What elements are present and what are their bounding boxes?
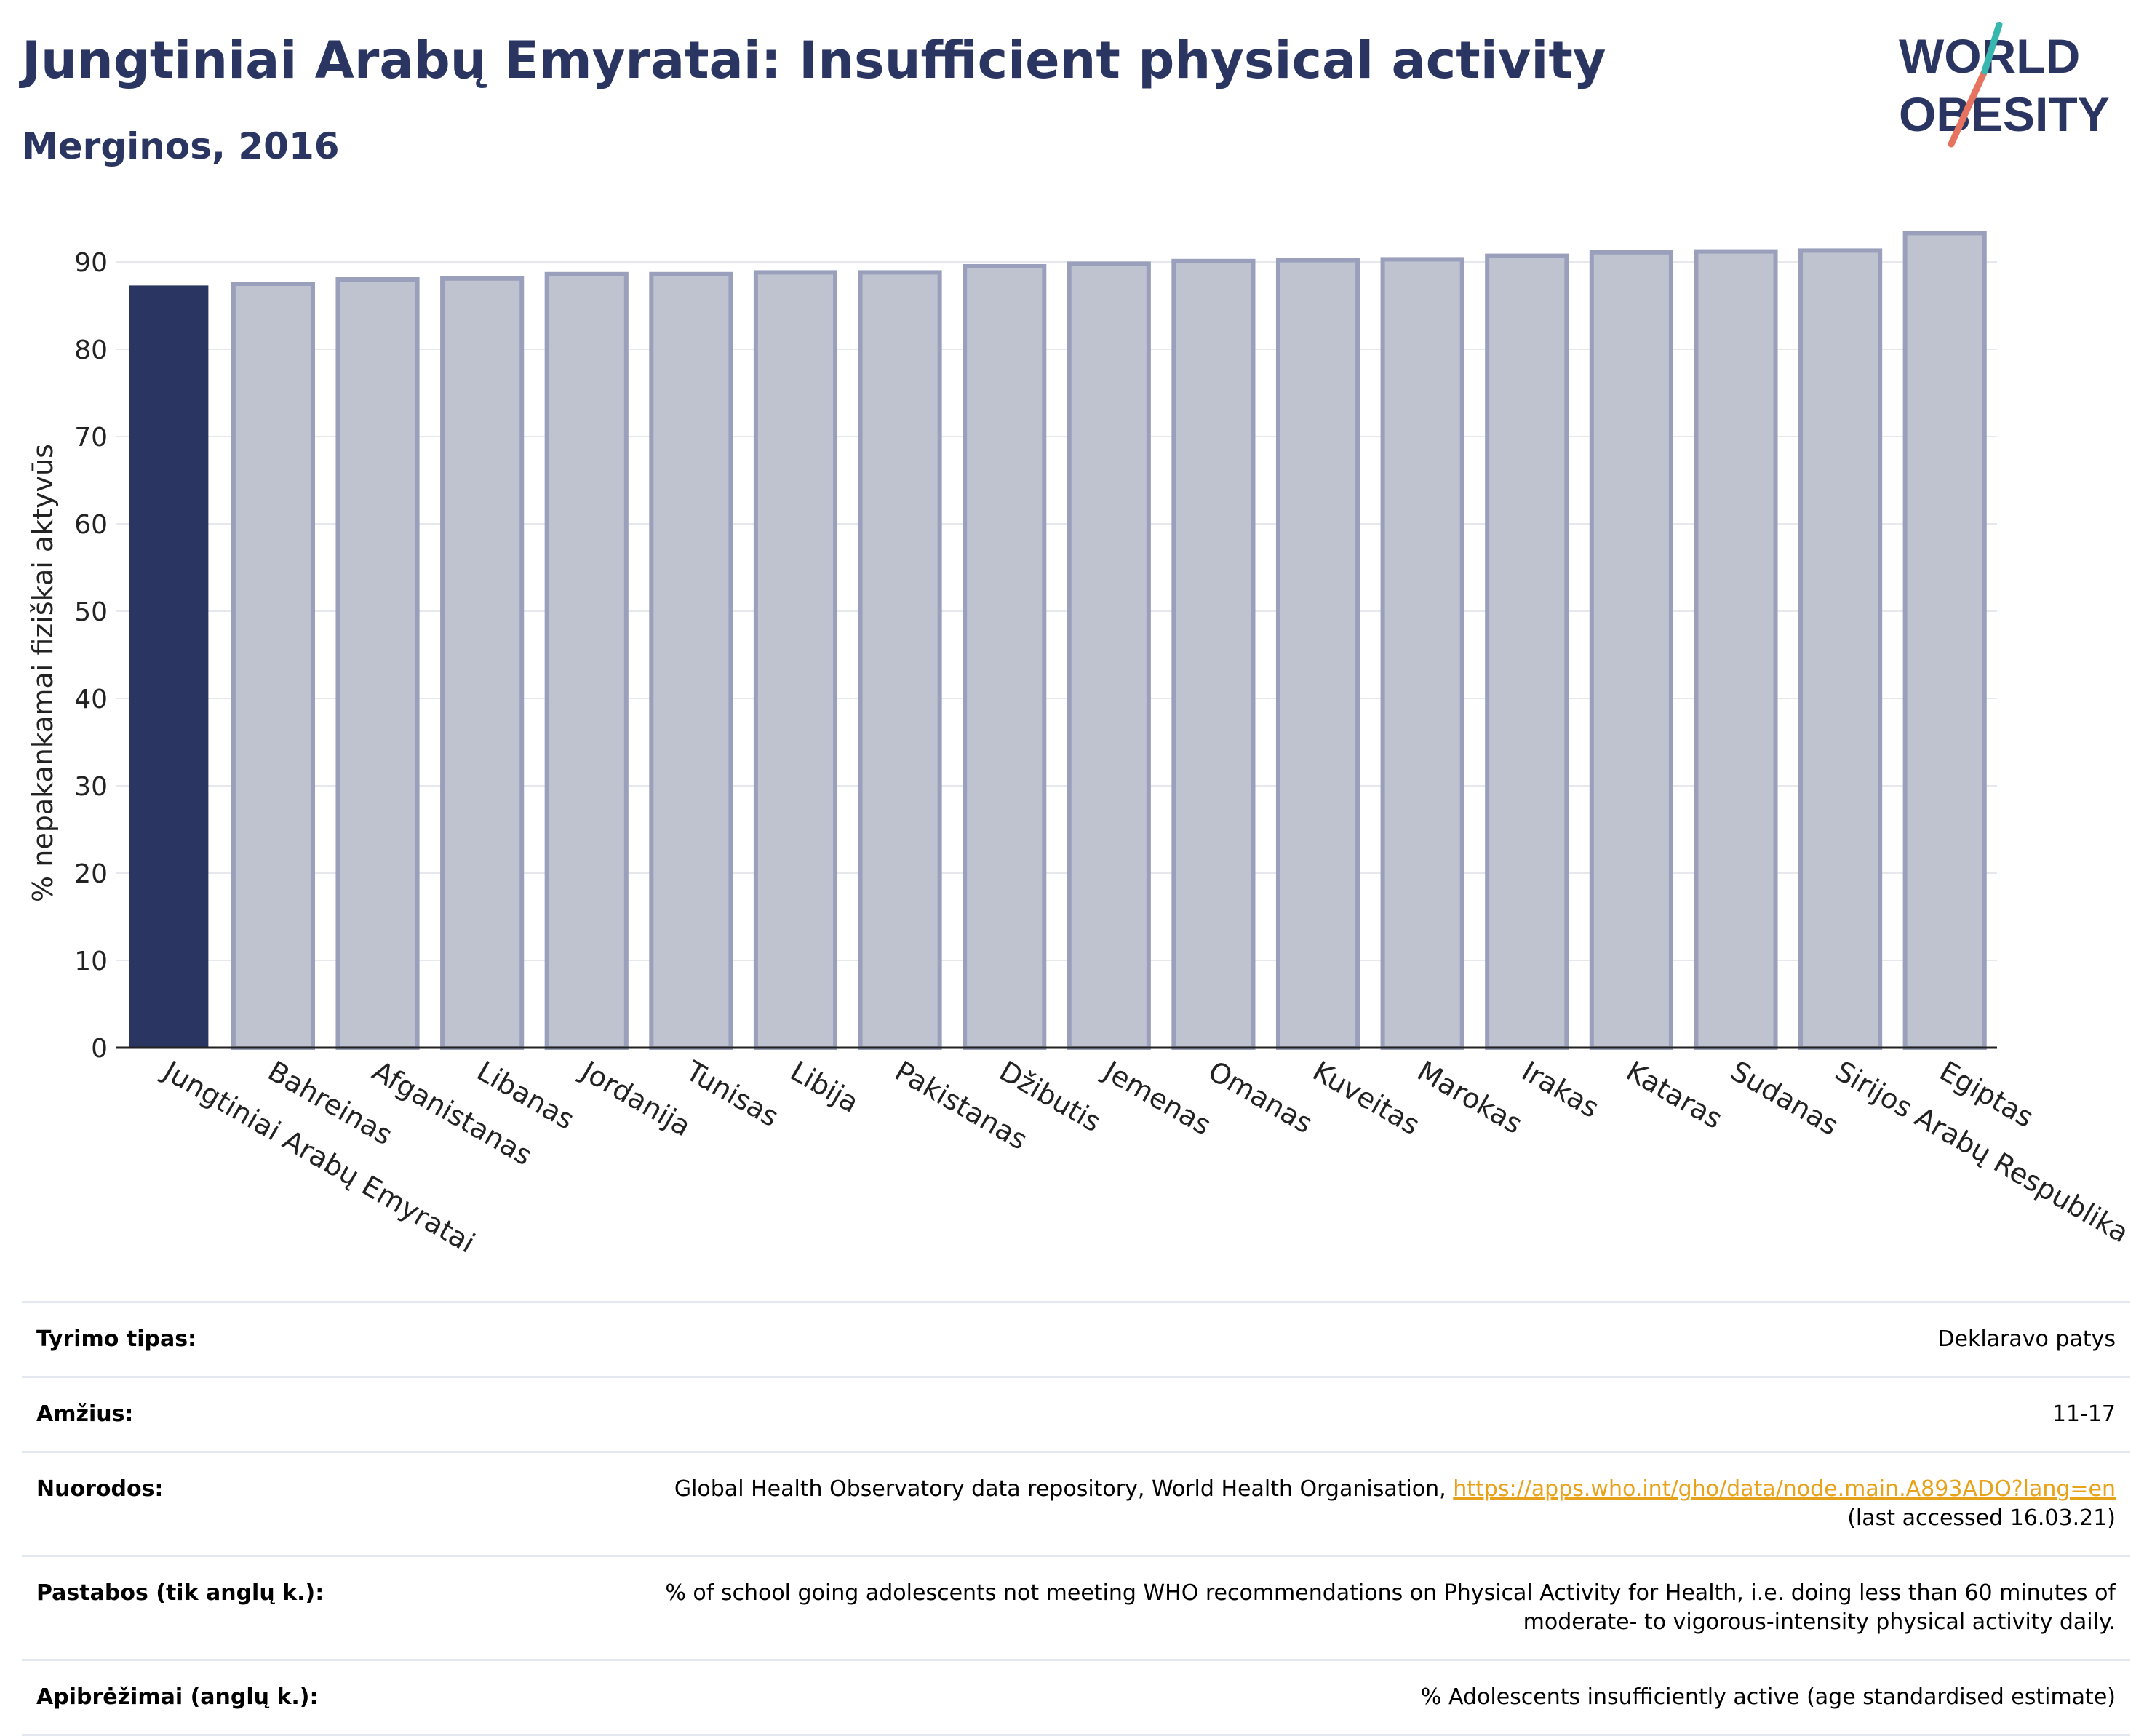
bar [1380,257,1464,1050]
bar [1171,258,1256,1050]
info-row-references: Nuorodos: Global Health Observatory data… [22,1451,2130,1556]
y-tick-label: 40 [74,685,108,714]
y-tick-label: 10 [74,947,108,976]
bar [963,264,1047,1050]
info-row-age: Amžius: 11-17 [22,1376,2130,1452]
bar [1067,261,1151,1050]
bar [753,270,838,1050]
bar [649,271,733,1050]
x-tick-label: Marokas [1412,1055,1528,1140]
age-value: 11-17 [560,1376,2130,1452]
bar [544,271,629,1050]
bar [1275,258,1360,1051]
bar [1485,253,1569,1051]
y-tick-label: 30 [74,772,108,802]
definitions-value: % Adolescents insufficiently active (age… [560,1659,2130,1736]
x-tick-label: Omanas [1203,1055,1318,1140]
bar [335,277,420,1050]
bars [129,231,1987,1051]
logo-line2: OBESITY [1899,87,2110,141]
bar [858,270,942,1050]
y-tick-label: 20 [74,859,108,889]
x-axis-labels: Jungtiniai Arabų EmyrataiBahreinasAfgani… [157,1054,2135,1259]
y-tick-label: 80 [74,335,108,365]
age-label: Amžius: [22,1376,560,1452]
bar [129,285,209,1048]
bar [1798,248,1883,1050]
y-axis-label: % nepakankamai fiziškai aktyvūs [27,444,59,902]
references-text: Global Health Observatory data repositor… [674,1476,1446,1502]
logo-slash-upper [1981,22,2003,75]
info-row-survey-type: Tyrimo tipas: Deklaravo patys [22,1301,2130,1377]
info-row-notes: Pastabos (tik anglų k.): % of school goi… [22,1555,2130,1660]
y-tick-label: 60 [74,510,108,540]
x-tick-label: Sudanas [1725,1055,1844,1142]
y-tick-label: 50 [74,597,108,627]
y-tick-label: 0 [91,1034,108,1064]
references-accessed: (last accessed 16.03.21) [1847,1505,2116,1531]
bar-chart: 0 10 20 30 40 50 60 70 80 90 Jungtiniai Arabų Emy… [27,231,2135,1259]
gridlines [116,261,1997,961]
survey-type-value: Deklaravo patys [560,1301,2130,1377]
bar [1589,250,1673,1050]
logo-slash-lower [1948,68,1988,148]
chart-subtitle: Merginos, 2016 [22,125,340,167]
bar [440,276,525,1050]
y-tick-label: 70 [74,423,108,453]
y-axis-ticks: 0 10 20 30 40 50 60 70 80 90 [74,248,108,1064]
references-value: Global Health Observatory data repositor… [560,1451,2130,1556]
x-tick-label: Libija [785,1055,864,1119]
chart-title: Jungtiniai Arabų Emyratai: Insufficient … [22,31,1606,90]
info-row-definitions: Apibrėžimai (anglų k.): % Adolescents in… [22,1659,2130,1736]
survey-type-label: Tyrimo tipas: [22,1301,560,1377]
references-link[interactable]: https://apps.who.int/gho/data/node.main.… [1453,1476,2116,1502]
references-label: Nuorodos: [22,1451,560,1556]
notes-value: % of school going adolescents not meetin… [560,1555,2130,1660]
x-tick-label: Jordanija [575,1054,696,1143]
info-table: Tyrimo tipas: Deklaravo patys Amžius: 11… [22,1301,2130,1736]
world-obesity-logo: WORLD OBESITY [1899,22,2110,148]
y-tick-label: 90 [74,248,108,278]
bar [1902,231,1987,1050]
bar [1694,249,1778,1051]
x-tick-label: Kataras [1621,1055,1728,1135]
x-tick-label: Irakas [1516,1055,1604,1124]
bar [231,282,315,1050]
x-tick-label: Kuveitas [1307,1055,1425,1142]
x-tick-label: Tunisas [680,1054,784,1133]
notes-label: Pastabos (tik anglų k.): [22,1555,560,1660]
x-tick-label: Jemenas [1097,1054,1216,1142]
definitions-label: Apibrėžimai (anglų k.): [22,1659,560,1736]
